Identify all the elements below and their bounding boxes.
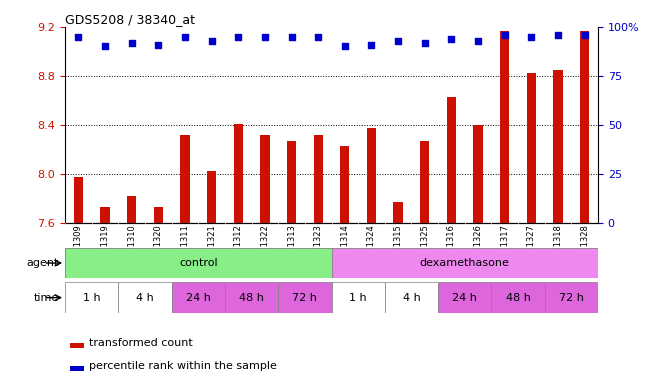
Bar <box>580 31 590 223</box>
Bar <box>278 282 332 313</box>
Bar <box>367 129 376 223</box>
Point <box>339 43 350 50</box>
Bar <box>65 282 118 313</box>
Bar <box>500 31 510 223</box>
Point <box>313 34 324 40</box>
Text: 1 h: 1 h <box>349 293 367 303</box>
Text: dexamethasone: dexamethasone <box>420 258 510 268</box>
Point <box>420 40 430 46</box>
Text: 48 h: 48 h <box>239 293 264 303</box>
Bar <box>553 70 563 223</box>
Bar <box>127 196 136 223</box>
Text: 24 h: 24 h <box>186 293 211 303</box>
Point <box>446 36 456 42</box>
Text: 4 h: 4 h <box>402 293 421 303</box>
Text: transformed count: transformed count <box>89 338 193 348</box>
Point <box>287 34 297 40</box>
Point <box>153 41 164 48</box>
Point <box>473 38 484 44</box>
Point <box>126 40 137 46</box>
Point <box>73 34 83 40</box>
Bar <box>73 177 83 223</box>
Point <box>233 34 244 40</box>
Bar <box>172 282 225 313</box>
Point <box>367 41 377 48</box>
Text: 72 h: 72 h <box>292 293 317 303</box>
Bar <box>545 282 598 313</box>
Bar <box>260 135 270 223</box>
Bar <box>447 97 456 223</box>
Text: control: control <box>179 258 218 268</box>
Bar <box>100 207 110 223</box>
Bar <box>313 135 323 223</box>
Point <box>500 31 510 38</box>
Text: 1 h: 1 h <box>83 293 101 303</box>
Text: 4 h: 4 h <box>136 293 154 303</box>
Point <box>393 38 403 44</box>
Bar <box>207 171 216 223</box>
Text: time: time <box>33 293 58 303</box>
Point <box>179 34 190 40</box>
Point <box>580 31 590 38</box>
Bar <box>393 202 403 223</box>
Bar <box>332 282 385 313</box>
Point <box>206 38 216 44</box>
Bar <box>153 207 163 223</box>
Point <box>553 31 564 38</box>
Bar <box>70 366 84 371</box>
Bar <box>473 125 483 223</box>
Text: 24 h: 24 h <box>452 293 477 303</box>
Bar <box>287 141 296 223</box>
Bar <box>385 282 438 313</box>
Point <box>100 43 110 50</box>
Bar <box>526 73 536 223</box>
Text: 72 h: 72 h <box>559 293 584 303</box>
Bar <box>65 248 332 278</box>
Text: agent: agent <box>26 258 58 268</box>
Bar <box>225 282 278 313</box>
Bar <box>491 282 545 313</box>
Bar <box>332 248 598 278</box>
Point <box>259 34 270 40</box>
Text: 48 h: 48 h <box>506 293 530 303</box>
Bar <box>70 343 84 348</box>
Bar <box>180 135 190 223</box>
Bar <box>420 141 430 223</box>
Bar <box>438 282 491 313</box>
Point <box>526 34 537 40</box>
Text: percentile rank within the sample: percentile rank within the sample <box>89 361 277 371</box>
Bar <box>340 146 350 223</box>
Text: GDS5208 / 38340_at: GDS5208 / 38340_at <box>65 13 195 26</box>
Bar <box>118 282 172 313</box>
Bar <box>233 124 243 223</box>
